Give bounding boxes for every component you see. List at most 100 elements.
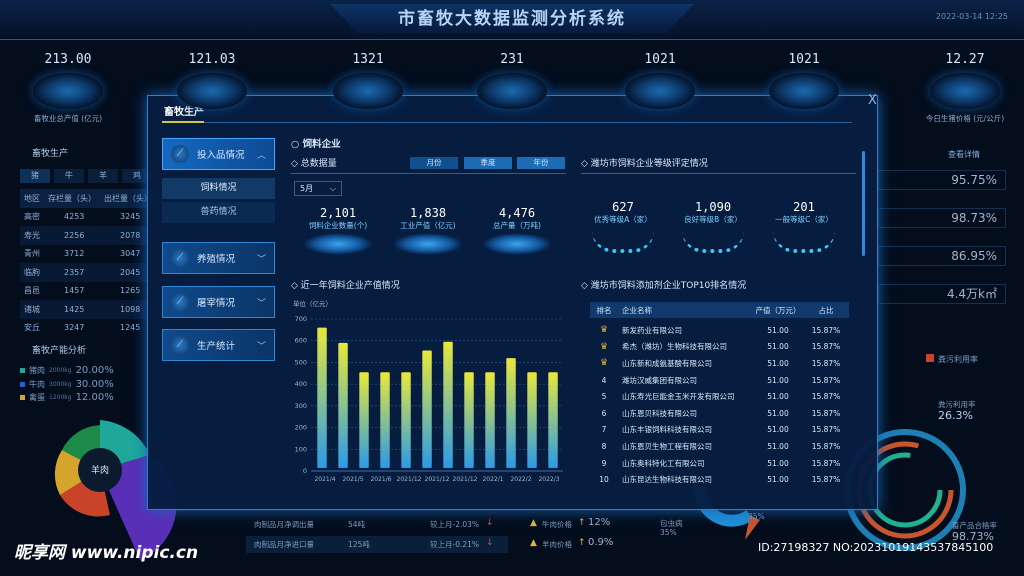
table-row: 5 山东寿光巨能金玉米开发有限公司 51.00 15.87%	[590, 388, 849, 405]
trend-icon: ⟋	[171, 145, 189, 163]
kpi-card: 1321	[313, 52, 423, 113]
rank-cell: 10	[590, 475, 618, 484]
rank: 5	[601, 392, 607, 402]
quality-value: 98.73%	[952, 530, 994, 543]
rank-cell: 9	[590, 459, 618, 468]
kpi-value: 1321	[352, 52, 384, 67]
bar	[401, 372, 411, 468]
row-value: 125吨	[348, 540, 370, 549]
table-row: 青州 3712 3047	[20, 245, 156, 264]
company-name: 新发药业有限公司	[622, 325, 682, 335]
x-tick-label: 2021/5	[342, 476, 363, 483]
close-button[interactable]: X	[868, 93, 877, 108]
kpi-pedestal-icon	[33, 73, 103, 109]
rank: 7	[601, 425, 607, 435]
month-select[interactable]: 5月 ⌵	[294, 181, 342, 196]
rank-cell: 8	[590, 442, 618, 451]
rank-cell: 4	[590, 376, 618, 385]
period-year-button[interactable]: 年份	[517, 157, 565, 169]
table-row: 10 山东昆达生物科技有限公司 51.00 15.87%	[590, 471, 849, 488]
output-value: 51.00	[767, 441, 789, 451]
x-tick-label: 2022/1	[482, 476, 503, 483]
rank-cell: 5	[590, 392, 618, 401]
rank-cell: ♛	[590, 358, 618, 368]
animal-tab[interactable]: 鸡	[122, 169, 152, 183]
stat-value: 1,838	[409, 206, 447, 220]
feed-output-bar-chart: 单位（亿元） 0 100 200 300 400 500 600 700 2021/4 2021/5…	[293, 299, 563, 483]
company-name: 山东丰银饲料科技有限公司	[622, 425, 712, 435]
pedestal-icon	[303, 233, 373, 255]
animal-tab[interactable]: 牛	[54, 169, 84, 183]
arrow-up-icon: ↑	[578, 518, 586, 528]
table-row: ♛ 希杰（潍坊）生物科技有限公司 51.00 15.87%	[590, 339, 849, 356]
watermark-logo: 昵享网 www.nipic.cn	[14, 543, 199, 563]
bottom-row-bg	[246, 536, 508, 553]
submenu-feed[interactable]: 饲料情况	[162, 178, 275, 199]
submenu-vet-drugs[interactable]: 兽药情况	[162, 202, 275, 223]
left-panel-title: 畜牧生产	[32, 149, 69, 159]
grade-value: 201	[793, 200, 815, 214]
grade-card: 1,090 良好等级B（家）	[668, 200, 758, 253]
column-header: 占比	[818, 305, 834, 315]
legend-label: 粪污利用率	[938, 355, 978, 364]
table-row: 8 山东恩贝生物工程有限公司 51.00 15.87%	[590, 438, 849, 455]
menu-inputs[interactable]: ⟋ 投入品情况 ︿	[162, 138, 275, 170]
trend-icon: ⟋	[171, 293, 189, 311]
column-header: 排名	[596, 305, 612, 315]
legend-item: 牛肉 3000kg 30.00%	[20, 378, 156, 392]
grade-label: 一般等级C（家）	[775, 215, 833, 224]
table-cell: 3047	[120, 249, 141, 259]
legend-weight: 1200kg	[49, 394, 72, 402]
y-tick-label: 600	[295, 337, 307, 345]
bar	[359, 372, 369, 468]
menu-production-stats[interactable]: ⟋ 生产统计 ﹀	[162, 329, 275, 361]
menu-slaughter[interactable]: ⟋ 屠宰情况 ﹀	[162, 286, 275, 318]
table-cell: 1425	[64, 304, 85, 314]
company-name: 山东恩贝生物工程有限公司	[622, 441, 712, 451]
rank-cell: 6	[590, 409, 618, 418]
row-value: 54吨	[348, 520, 366, 529]
stat-value: 2,101	[319, 206, 357, 220]
y-tick-label: 0	[303, 467, 307, 475]
column-header: 地区	[24, 193, 40, 203]
x-tick-label: 2021/12	[453, 476, 478, 483]
menu-breeding[interactable]: ⟋ 养殖情况 ﹀	[162, 242, 275, 274]
share-percent: 15.87%	[811, 475, 841, 485]
gauge-arc	[773, 231, 835, 253]
scrollbar[interactable]	[862, 151, 865, 256]
kpi-card: 1021	[749, 52, 859, 113]
menu-label: 屠宰情况	[197, 298, 236, 309]
metric-box: 98.73%	[878, 208, 1006, 228]
kpi-card: 231	[457, 52, 567, 113]
donut-value: 35%	[660, 528, 677, 537]
legend-swatch	[20, 395, 25, 401]
chevron-down-icon: ﹀	[256, 341, 266, 352]
animal-tab[interactable]: 羊	[88, 169, 118, 183]
kpi-value: 121.03	[188, 52, 236, 67]
output-value: 51.00	[767, 325, 789, 335]
column-header: 企业名称	[622, 305, 652, 315]
top10-title-text: 潍坊市饲料添加剂企业TOP10排名情况	[590, 281, 747, 291]
stat-label: 饲料企业数量(个)	[308, 221, 368, 230]
animal-tab[interactable]: 猪	[20, 169, 50, 183]
metric-box: 95.75%	[878, 170, 1006, 190]
table-cell: 2256	[64, 230, 85, 240]
company-name: 山东奥科特化工有限公司	[622, 458, 705, 468]
arrow-down-icon: ↓	[486, 518, 494, 528]
output-value: 51.00	[767, 458, 789, 468]
bar	[338, 342, 348, 468]
period-quarter-button[interactable]: 季度	[464, 157, 512, 169]
metric-value: 86.95%	[951, 249, 997, 263]
rank-cell: ♛	[590, 342, 618, 352]
kpi-value: 213.00	[44, 52, 92, 67]
view-details-link[interactable]: 查看详情	[948, 150, 980, 159]
company-name: 山东新和成氨基酸有限公司	[622, 358, 712, 368]
table-cell: 高密	[24, 212, 40, 222]
y-tick-label: 400	[295, 380, 307, 388]
crown-icon: ♛	[599, 341, 609, 352]
period-month-button[interactable]: 月份	[410, 157, 458, 169]
table-row: 诸城 1425 1098	[20, 300, 156, 319]
divider	[581, 173, 856, 174]
grade-value: 1,090	[694, 200, 732, 214]
bar	[443, 341, 453, 468]
